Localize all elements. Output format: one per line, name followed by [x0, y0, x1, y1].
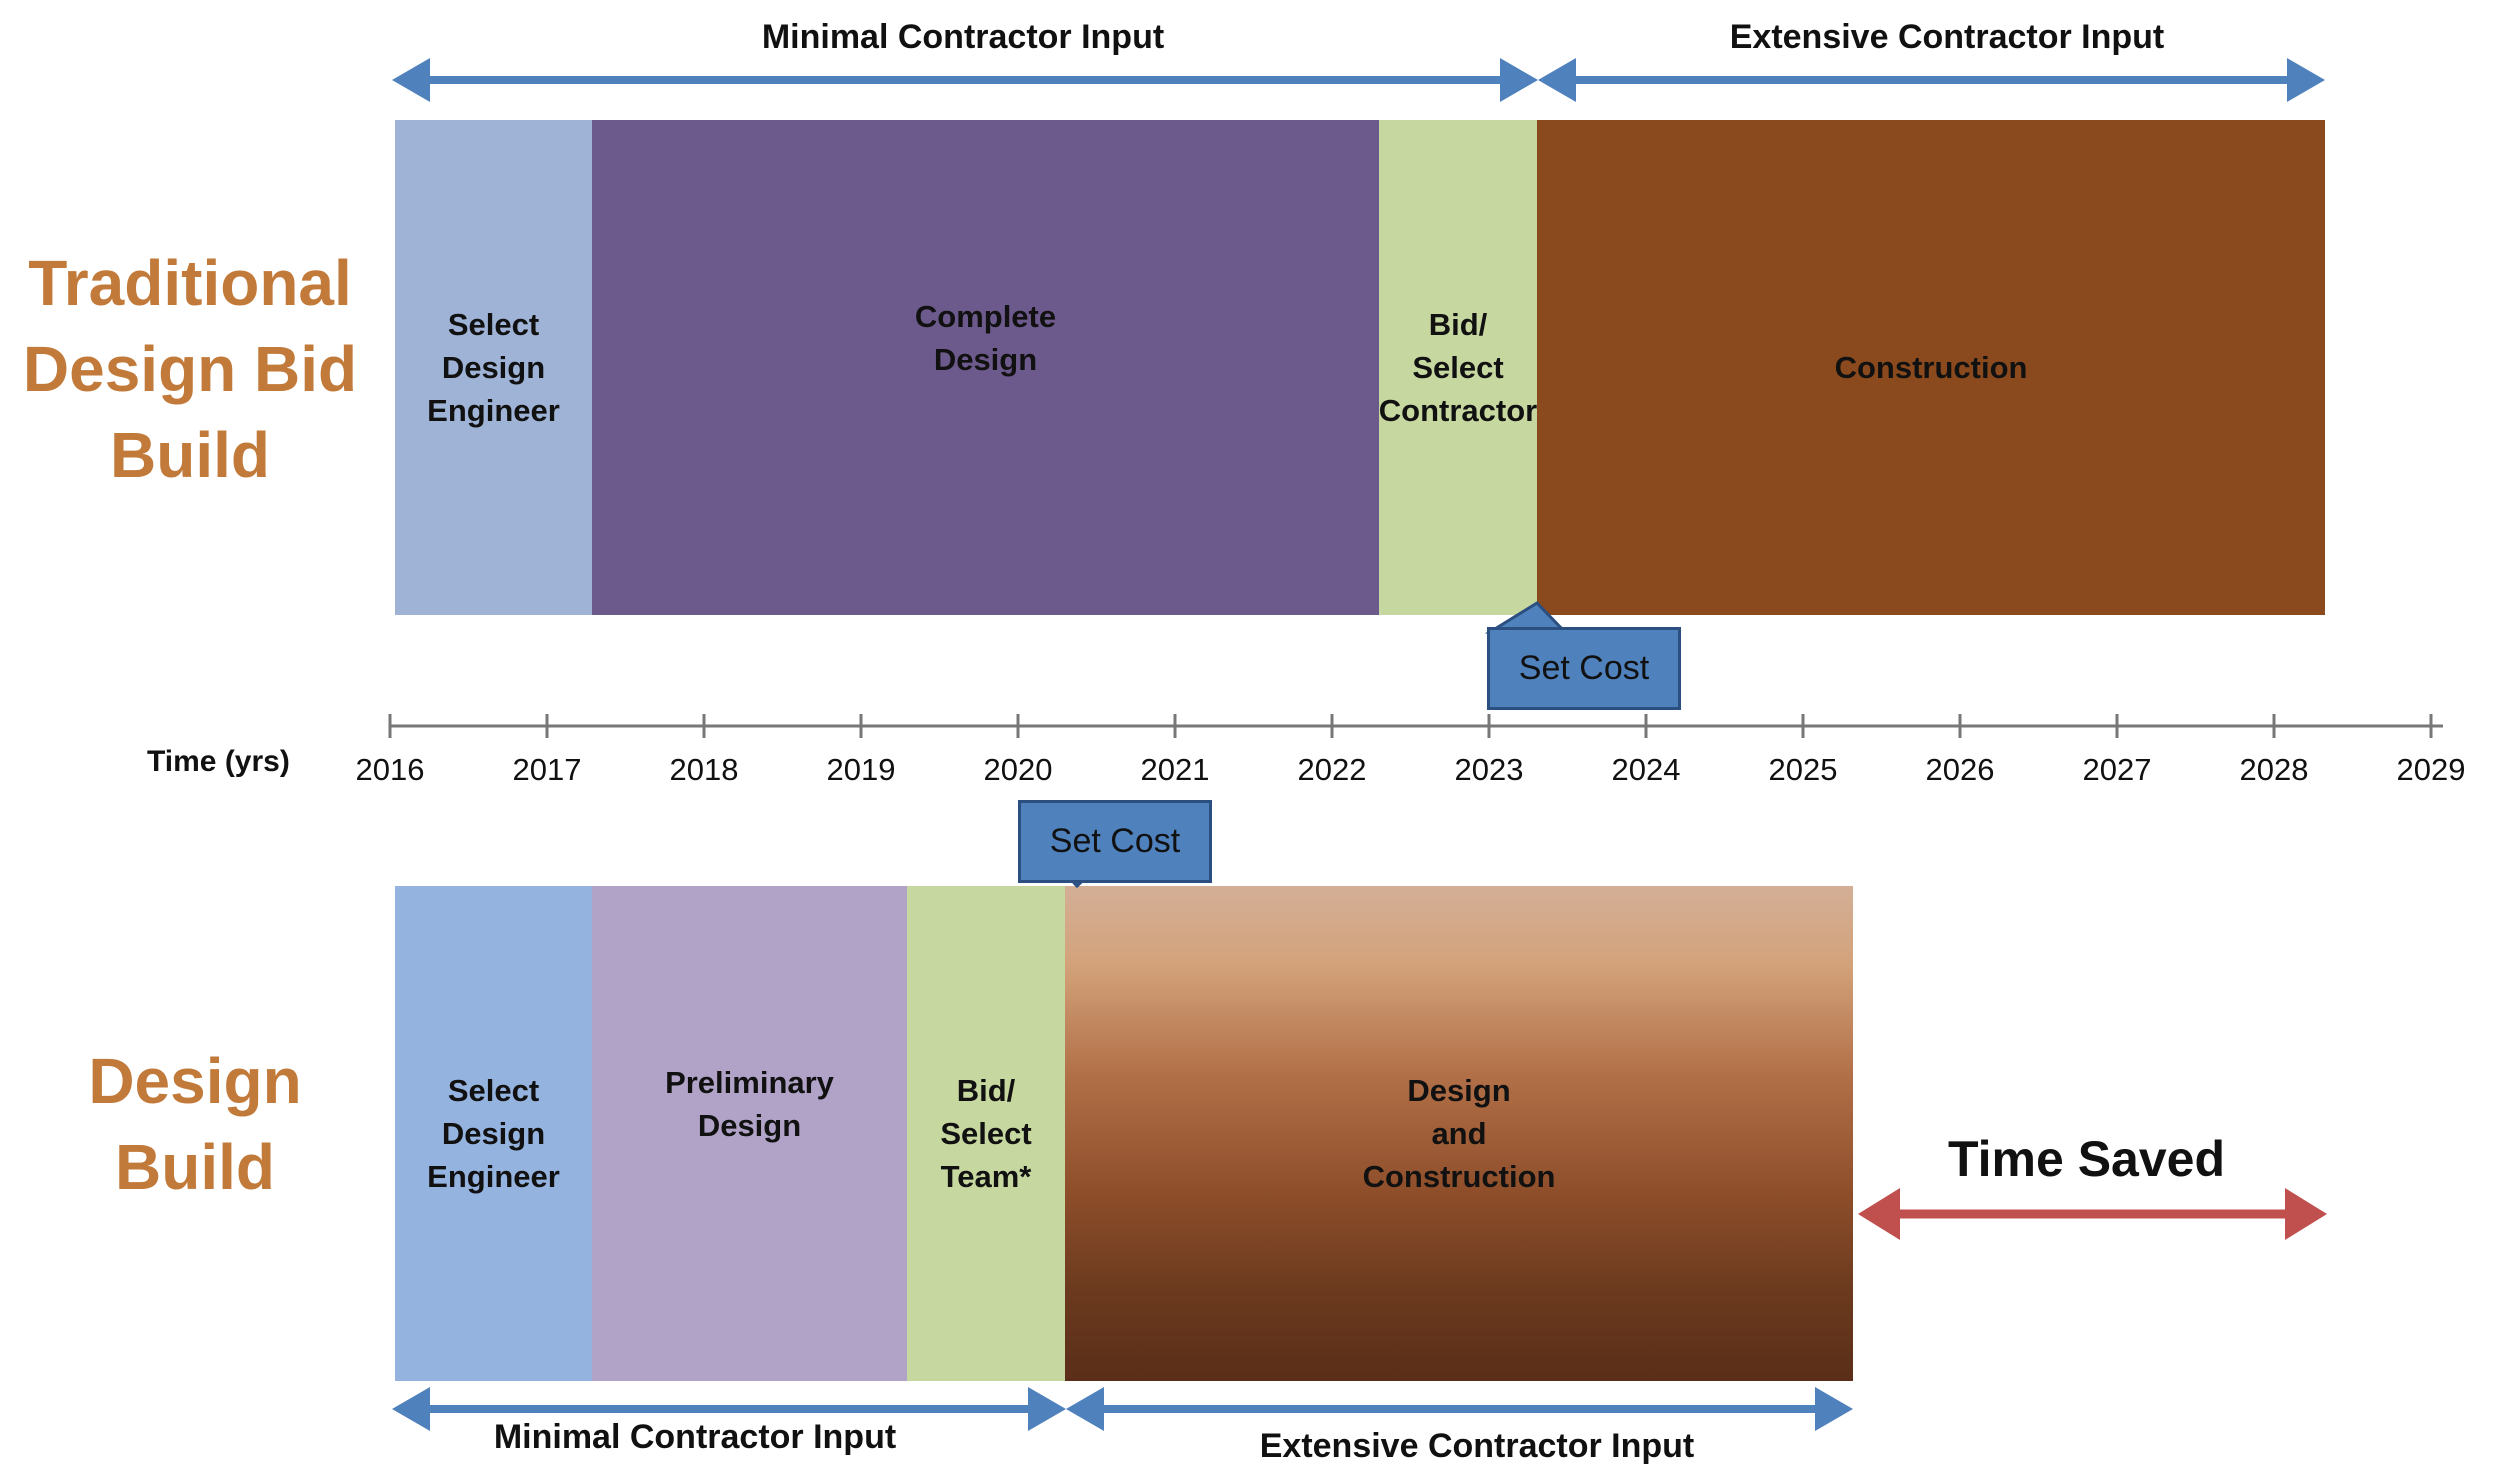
timeline-year-label: 2019 [826, 752, 896, 787]
db-phase-1-line-2: Design [441, 1116, 546, 1151]
timeline-year-label: 2027 [2082, 752, 2152, 787]
db-phase-2-line-2: Design [697, 1107, 802, 1143]
timeline-year-label: 2026 [1925, 752, 1995, 787]
trad-phase-2-line-2: Design [933, 341, 1038, 377]
trad-phase-select-engineer: Select Design Engineer [395, 120, 592, 615]
db-minimal-input-label: Minimal Contractor Input [493, 1418, 897, 1456]
timeline-year-label: 2016 [355, 752, 425, 787]
db-phase-1-line-3: Engineer [427, 1159, 560, 1194]
timeline-year-label: 2024 [1611, 752, 1681, 787]
traditional-title: Traditional Design Bid Build [10, 240, 370, 498]
trad-phase-3-line-3: Contractor [1378, 393, 1538, 428]
design-build-title: Design Build [10, 1038, 380, 1210]
timeline-year-label: 2020 [983, 752, 1053, 787]
db-phase-bid-select-team: Bid/Select Team* [907, 886, 1065, 1381]
trad-set-cost-callout: Set Cost [1487, 627, 1681, 710]
db-minimal-input-arrow [392, 1387, 1066, 1431]
trad-phase-4-line-1: Construction [1834, 350, 2028, 385]
design-build-title-line-1: Design [88, 1045, 302, 1117]
timeline-year-label: 2021 [1140, 752, 1210, 787]
db-phase-2-line-1: Preliminary [665, 1064, 834, 1100]
timeline-label: Time (yrs) [147, 745, 290, 778]
trad-extensive-input-arrow [1538, 58, 2325, 102]
timeline-year-label: 2022 [1297, 752, 1367, 787]
trad-extensive-input-label: Extensive Contractor Input [1729, 18, 2165, 56]
trad-phase-2-line-1: Complete [914, 298, 1057, 334]
trad-minimal-input-arrow [392, 58, 1538, 102]
db-phase-4-line-2: and [1431, 1116, 1487, 1151]
traditional-title-line-3: Build [110, 419, 270, 491]
timeline-year-label: 2018 [669, 752, 739, 787]
trad-phase-3-line-1: Bid/ [1428, 307, 1488, 342]
db-extensive-input-arrow [1066, 1387, 1853, 1431]
traditional-title-line-1: Traditional [28, 247, 352, 319]
timeline-axis [388, 714, 2443, 738]
design-build-title-line-2: Build [115, 1131, 275, 1203]
trad-phase-1-line-2: Design [441, 350, 546, 385]
trad-phase-complete-design: Complete Design [592, 120, 1379, 615]
db-phase-4-line-3: Construction [1362, 1159, 1556, 1194]
db-phase-3-line-2: Select [940, 1116, 1032, 1151]
time-saved-label: Time Saved [1948, 1131, 2226, 1187]
db-phase-3-line-1: Bid/ [956, 1073, 1016, 1108]
timeline-year-label: 2028 [2239, 752, 2309, 787]
trad-phase-3-line-2: Select [1412, 350, 1504, 385]
db-phase-preliminary-design: Preliminary Design [592, 886, 907, 1381]
db-set-cost-callout: Set Cost [1018, 800, 1212, 883]
trad-phase-bid-select-contractor: Bid/Select Contractor [1379, 120, 1537, 615]
trad-minimal-input-label: Minimal Contractor Input [761, 18, 1165, 56]
db-extensive-input-label: Extensive Contractor Input [1259, 1427, 1695, 1465]
timeline-year-label: 2017 [512, 752, 582, 787]
db-phase-1-line-1: Select [447, 1073, 540, 1108]
time-saved-arrow [1858, 1188, 2327, 1240]
timeline-year-label: 2023 [1454, 752, 1524, 787]
timeline-year-label: 2025 [1768, 752, 1838, 787]
db-phase-design-and-construction: Design and Construction [1065, 886, 1853, 1381]
trad-phase-1-line-1: Select [447, 307, 540, 342]
trad-phase-construction: Construction [1537, 120, 2325, 615]
trad-phase-1-line-3: Engineer [427, 393, 560, 428]
traditional-title-line-2: Design Bid [22, 333, 358, 405]
timeline-year-label: 2029 [2396, 752, 2466, 787]
db-phase-select-engineer: Select Design Engineer [395, 886, 592, 1381]
db-phase-3-line-3: Team* [940, 1159, 1032, 1194]
db-phase-4-line-1: Design [1407, 1073, 1511, 1108]
